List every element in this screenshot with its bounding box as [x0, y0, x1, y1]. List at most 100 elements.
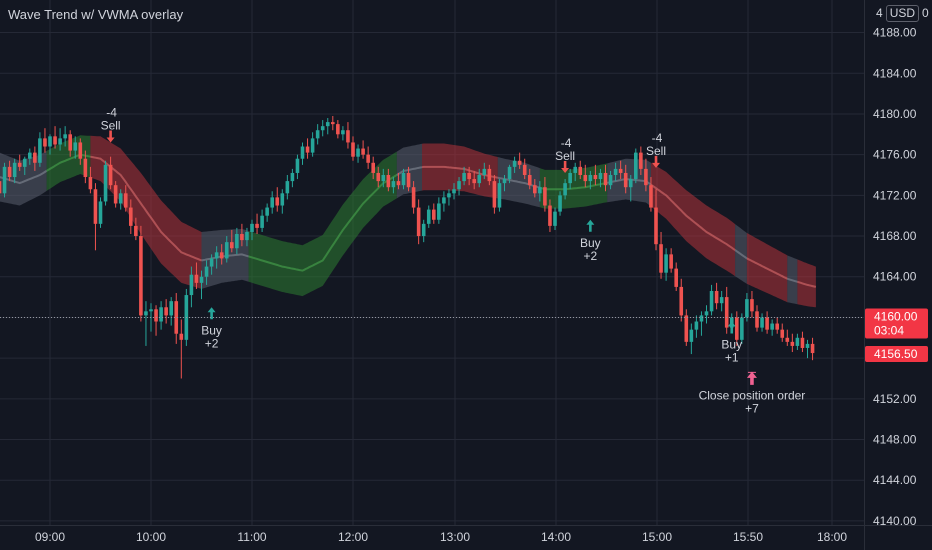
candle [447, 189, 451, 206]
time-tick: 14:00 [541, 530, 571, 544]
candle-body [457, 181, 461, 190]
candle [290, 168, 295, 188]
candle-body [401, 172, 406, 186]
candle [179, 319, 184, 379]
candle [790, 333, 795, 353]
candle-body [502, 179, 507, 184]
candle-body [331, 122, 335, 125]
candle-body [366, 154, 370, 163]
candle [507, 164, 512, 184]
candle-body [472, 179, 476, 184]
candle [224, 236, 229, 263]
candle-body [568, 172, 572, 184]
vwma-centerline [650, 183, 736, 251]
candle-body [649, 185, 653, 208]
candle-body [704, 311, 709, 316]
price-tag-bg [865, 308, 928, 339]
candle-body [765, 317, 769, 330]
candle [618, 160, 623, 180]
candle [240, 223, 244, 247]
candle [522, 158, 527, 180]
sell-arrow-icon [652, 155, 660, 168]
candle-body [118, 193, 123, 204]
candle [664, 248, 668, 281]
candle-body [745, 299, 749, 318]
candle [159, 301, 163, 330]
candle [134, 217, 138, 241]
candle [649, 177, 653, 212]
candle [548, 199, 552, 232]
candle [497, 179, 502, 212]
candle-body [447, 193, 451, 198]
candle [315, 124, 320, 145]
time-tick: 15:00 [642, 530, 672, 544]
candle [487, 164, 492, 186]
candle-body [795, 337, 800, 346]
candle [38, 132, 42, 167]
candle [472, 170, 476, 190]
candle [103, 160, 108, 206]
candle [553, 207, 557, 230]
vwma-centerline [539, 181, 608, 191]
signal-buy: Buy+2 [580, 219, 601, 263]
candle [295, 154, 300, 180]
price-tag: 4156.50 [865, 346, 928, 363]
time-tick: 09:00 [35, 530, 65, 544]
candle [684, 309, 689, 346]
currency-prefix: 4 [876, 6, 883, 20]
candle-body [28, 152, 32, 159]
candle-body [810, 343, 815, 354]
price-tick: 4176.00 [873, 148, 917, 162]
vwma-centerline [421, 165, 498, 179]
candle-body [770, 323, 774, 330]
candle [639, 146, 643, 175]
candle-body [43, 138, 47, 147]
candle-body [129, 207, 133, 226]
price-axis[interactable]: 4188.00 4184.00 4180.00 4176.00 4172.00 4168.… [873, 26, 917, 528]
candle-body [204, 266, 209, 277]
candle-body [83, 158, 88, 178]
close-arrow-icon [746, 371, 757, 385]
candle [689, 323, 694, 355]
candle [750, 290, 754, 318]
candle [78, 138, 83, 165]
candle-body [134, 225, 138, 237]
signal-label: Buy [201, 323, 222, 337]
candle-body [613, 168, 618, 175]
candle [356, 144, 360, 163]
candle-body [644, 168, 648, 186]
candle [401, 168, 406, 190]
candle-body [482, 168, 487, 175]
candle [68, 130, 72, 157]
candle-body [310, 138, 315, 153]
candle-body [214, 252, 219, 259]
candle-body [512, 160, 517, 167]
candle [310, 132, 315, 157]
time-axis[interactable]: 09:00 10:00 11:00 12:00 13:00 14:00 15:00 15:50… [35, 530, 847, 544]
candle [280, 189, 285, 214]
candle-body [724, 297, 729, 328]
candle-body [386, 175, 391, 188]
candle-body [270, 197, 274, 208]
candle-body [750, 299, 754, 312]
candle [502, 175, 507, 192]
currency-selector[interactable]: 4 USD 0 [876, 4, 929, 22]
candle-body [376, 172, 381, 182]
candle [169, 297, 173, 326]
candle [7, 160, 12, 182]
candle [416, 199, 421, 245]
candle-body [442, 197, 446, 204]
candle-body [108, 164, 113, 186]
candle-body [654, 207, 658, 245]
candle [33, 146, 37, 171]
candle [482, 162, 487, 180]
candle-body [553, 211, 557, 226]
candle-body [235, 234, 239, 249]
candle [578, 160, 583, 180]
candle [366, 146, 370, 169]
currency-suffix: 0 [922, 6, 929, 20]
candle [129, 199, 133, 235]
candle-body [245, 231, 249, 241]
